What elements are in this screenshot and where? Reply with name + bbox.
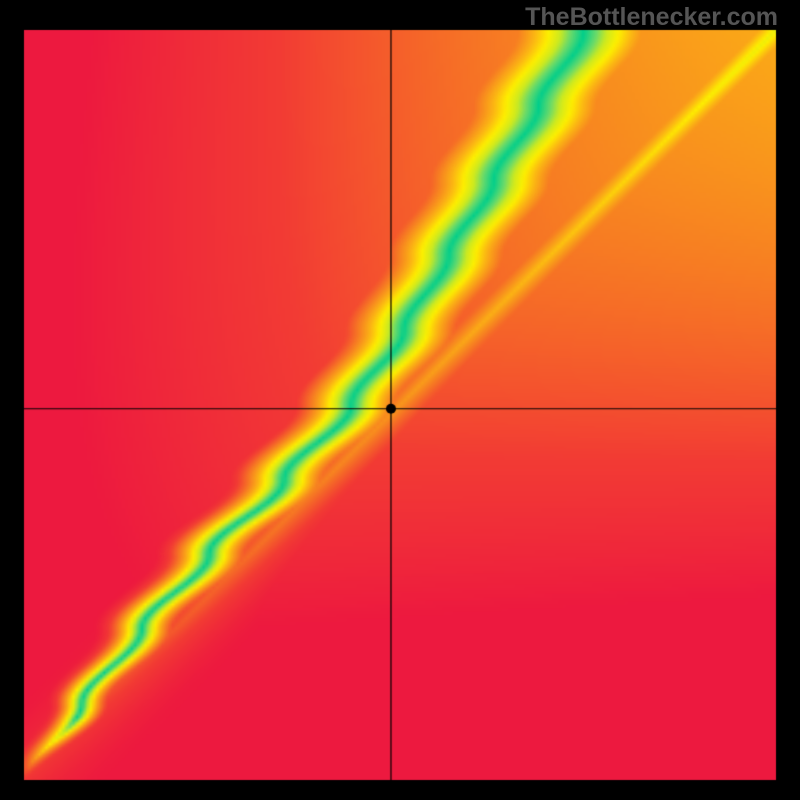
bottleneck-heatmap bbox=[0, 0, 800, 800]
watermark-text: TheBottlenecker.com bbox=[525, 3, 778, 32]
